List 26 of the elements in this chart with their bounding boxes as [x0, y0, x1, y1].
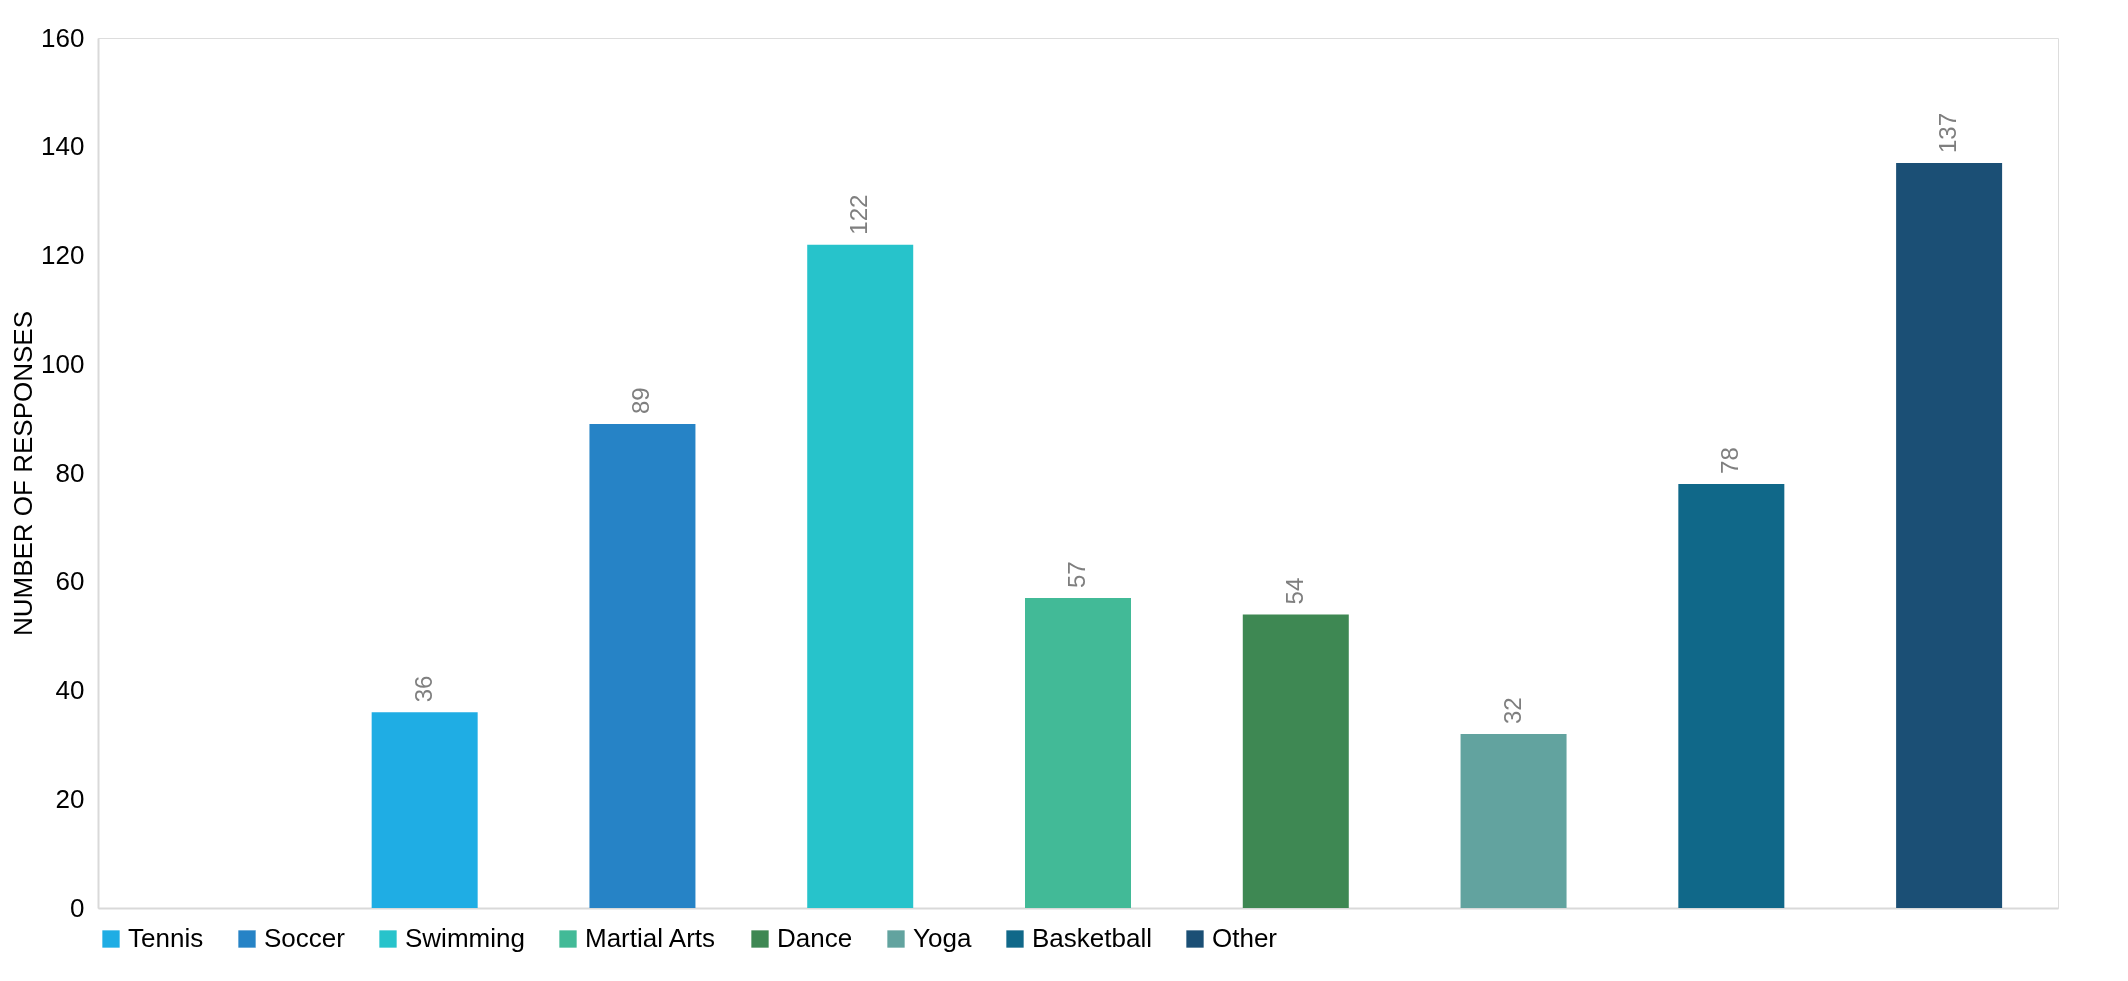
data-label: 32 [1498, 697, 1526, 724]
y-tick-label: 0 [70, 892, 85, 923]
y-tick-label: 100 [41, 348, 85, 379]
legend-label: Tennis [128, 923, 204, 953]
legend-label: Martial Arts [585, 923, 716, 953]
data-label: 89 [627, 387, 655, 415]
data-label: 36 [409, 675, 437, 703]
legend-label: Swimming [405, 923, 525, 953]
y-tick-label: 80 [55, 457, 85, 488]
legend-label: Other [1212, 923, 1278, 953]
data-label: 137 [1934, 113, 1962, 154]
y-tick-label: 20 [55, 783, 85, 814]
y-tick-label: 120 [41, 240, 85, 270]
data-label: 54 [1280, 577, 1308, 605]
y-axis-title: NUMBER OF RESPONSES [8, 310, 39, 637]
legend-label: Yoga [913, 923, 972, 953]
data-label: 57 [1063, 561, 1090, 589]
y-tick-label: 140 [41, 131, 85, 162]
legend-label: Soccer [264, 923, 346, 953]
data-label: 122 [845, 194, 873, 235]
y-tick-label: 40 [55, 675, 85, 705]
y-tick-label: 160 [41, 22, 85, 53]
legend-label: Dance [777, 923, 853, 953]
y-tick-label: 60 [55, 566, 85, 597]
data-label: 78 [1716, 447, 1744, 474]
legend-label: Basketball [1032, 923, 1152, 953]
